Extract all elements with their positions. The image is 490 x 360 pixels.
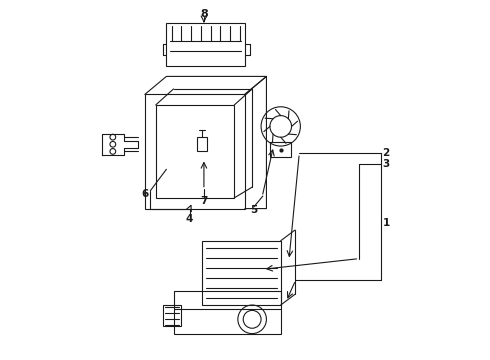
Text: 5: 5 xyxy=(250,205,258,215)
Bar xyxy=(167,23,245,66)
Text: 8: 8 xyxy=(200,9,208,19)
Text: 4: 4 xyxy=(186,214,194,224)
Text: 2: 2 xyxy=(383,148,390,158)
Text: 6: 6 xyxy=(141,189,148,199)
Bar xyxy=(197,137,207,152)
Bar xyxy=(202,241,281,305)
Bar xyxy=(156,105,234,198)
Text: 7: 7 xyxy=(200,197,208,206)
Text: 1: 1 xyxy=(383,218,390,228)
Bar xyxy=(173,291,281,334)
Bar xyxy=(270,143,292,157)
Bar xyxy=(145,94,245,208)
Text: 3: 3 xyxy=(383,159,390,169)
Bar xyxy=(163,305,181,327)
